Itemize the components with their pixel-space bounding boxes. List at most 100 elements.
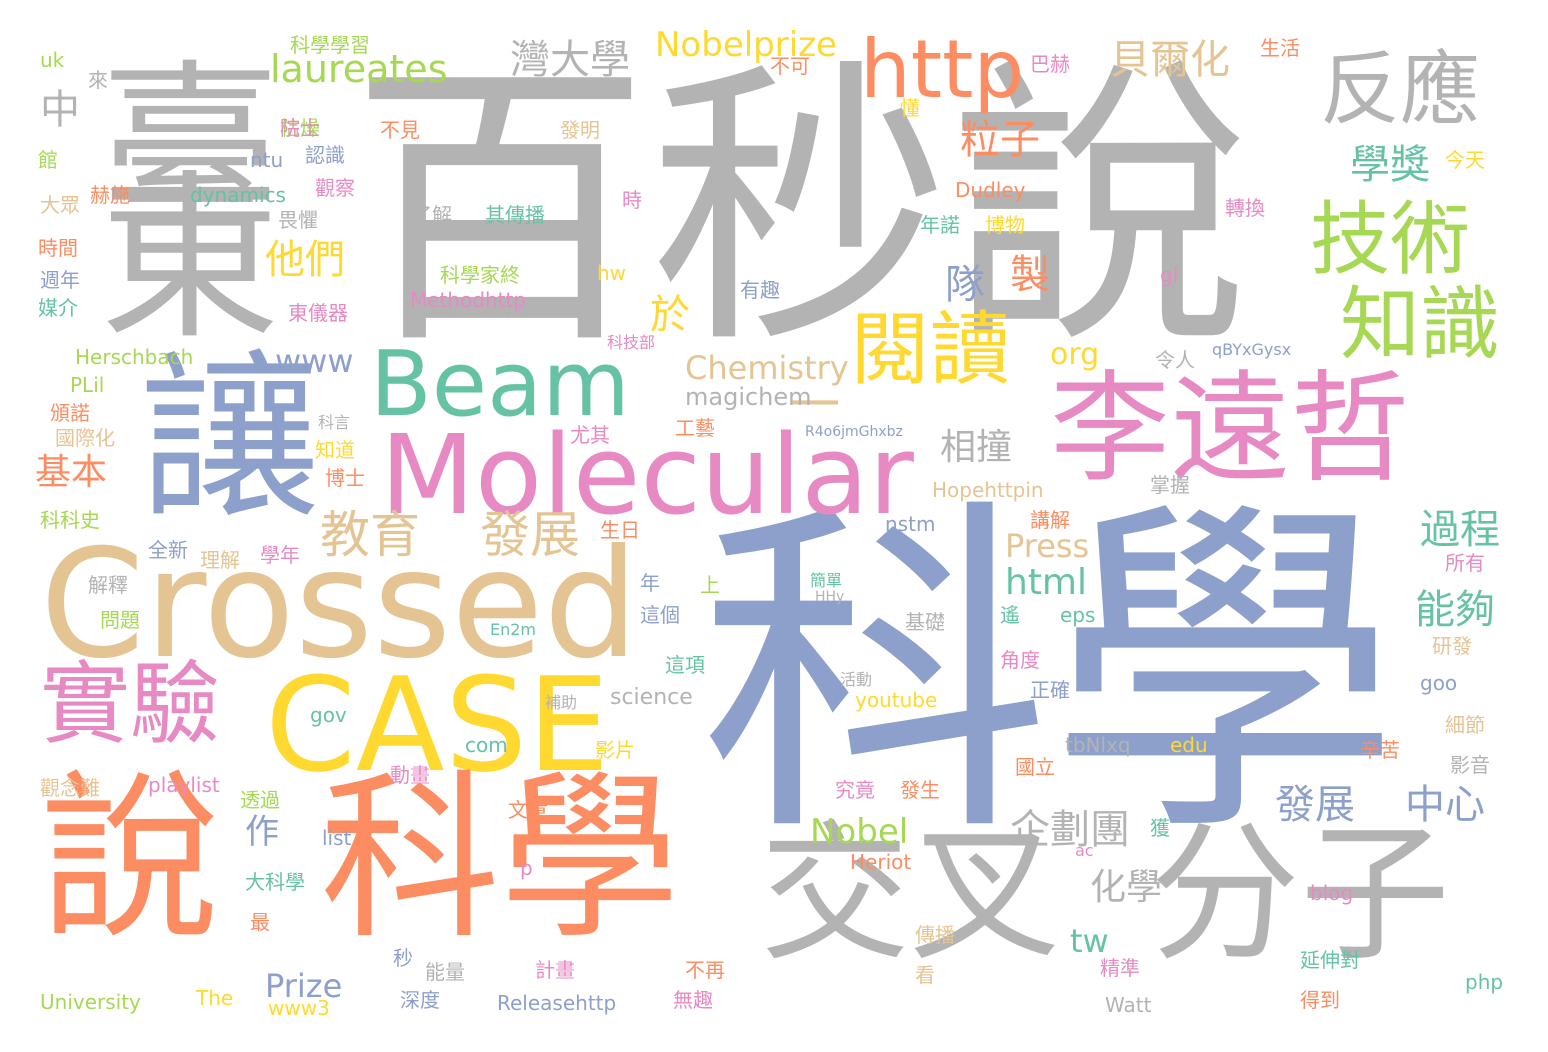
word-cloud-word: php xyxy=(1465,970,1504,994)
word-cloud-word: 這項 xyxy=(665,653,705,677)
word-cloud-word: 有趣 xyxy=(740,278,780,302)
word-cloud-word: org xyxy=(1050,337,1100,372)
word-cloud-word: R4o6jmGhxbz xyxy=(805,424,903,440)
word-cloud-word: 最 xyxy=(250,910,270,934)
word-cloud-word: 科學 xyxy=(700,471,1400,879)
word-cloud-word: Heriot xyxy=(850,850,912,874)
word-cloud-word: p xyxy=(520,856,533,880)
word-cloud-word: www3 xyxy=(268,996,330,1020)
word-cloud-word: 傳播 xyxy=(915,923,955,947)
word-cloud-word: 今天 xyxy=(1445,148,1485,172)
word-cloud-word: 影音 xyxy=(1450,753,1490,777)
word-cloud-word: 學年 xyxy=(260,543,300,567)
word-cloud-word: Prize xyxy=(265,967,343,1005)
word-cloud-word: nstm xyxy=(885,512,936,536)
word-cloud-word: Nobelprize xyxy=(655,25,837,65)
word-cloud-word: 全新 xyxy=(148,538,188,562)
word-cloud-word: 辛苦 xyxy=(1360,738,1400,762)
word-cloud-word: uk xyxy=(40,48,65,72)
word-cloud-word: 講解 xyxy=(1030,508,1070,532)
word-cloud-word: 反應 xyxy=(1320,43,1480,136)
word-cloud-word: 認識 xyxy=(305,143,345,167)
word-cloud-word: Herschbach xyxy=(75,345,194,369)
word-cloud-word: 解釋 xyxy=(88,573,128,597)
word-cloud-word: 時 xyxy=(622,188,642,212)
word-cloud-word: 技術 xyxy=(1310,193,1470,286)
word-cloud-word: 不可 xyxy=(770,54,810,78)
word-cloud-word: 能量 xyxy=(425,960,465,984)
word-cloud-word: magichem xyxy=(685,383,812,411)
word-cloud-word: HHy xyxy=(815,589,845,605)
word-cloud-word: 東 xyxy=(100,155,281,364)
word-cloud-word: 活動 xyxy=(840,670,873,689)
word-cloud-word: Methodhttp xyxy=(410,288,527,312)
word-cloud-word: www xyxy=(275,342,354,380)
word-cloud-word: 問題 xyxy=(100,608,140,632)
word-cloud-word: edu xyxy=(1170,733,1208,757)
word-cloud-word: 實驗 xyxy=(40,652,220,757)
word-cloud-word: 交叉 xyxy=(760,808,1061,982)
word-cloud-word: 於 xyxy=(650,292,690,338)
word-cloud-word: 發生 xyxy=(900,778,940,802)
word-cloud-word: 大科學 xyxy=(245,870,305,894)
word-cloud-word: CASE xyxy=(265,649,610,801)
word-cloud-word: 知道 xyxy=(315,438,355,462)
word-cloud-word: 無趣 xyxy=(673,988,713,1012)
word-cloud-word: 閱讀 xyxy=(850,303,1010,396)
word-cloud-word: Dudley xyxy=(955,178,1026,202)
word-cloud-word: 影片 xyxy=(595,738,635,762)
word-cloud-word: goo xyxy=(1420,671,1458,695)
word-cloud-word: 理解 xyxy=(200,548,240,572)
word-cloud-word: 基礎 xyxy=(905,610,945,634)
word-cloud-word: 獲 xyxy=(1150,816,1170,840)
word-cloud-word: gl xyxy=(1160,263,1179,287)
word-cloud-word: 灣大學 xyxy=(510,37,630,83)
word-cloud-word: 工藝 xyxy=(675,416,715,440)
word-cloud-word: 頒諾 xyxy=(50,401,90,425)
word-cloud-word: 博士 xyxy=(325,466,365,490)
word-cloud-word: 不再 xyxy=(685,958,725,982)
word-cloud-word: Watt xyxy=(1105,993,1152,1017)
word-cloud-word: 過程 xyxy=(1420,507,1500,553)
word-cloud-word: 科科史 xyxy=(40,508,100,532)
word-cloud-word: 貝爾化 xyxy=(1110,37,1230,83)
word-cloud-word: 科言 xyxy=(318,413,351,432)
word-cloud-word: 科學家終 xyxy=(440,263,520,287)
word-cloud-word: qBYxGysx xyxy=(1212,340,1292,359)
word-cloud-word: tw xyxy=(1070,922,1109,960)
word-cloud-word: 得到 xyxy=(1300,988,1340,1012)
word-cloud-word: Press xyxy=(1005,527,1090,565)
word-cloud-word: ntu xyxy=(250,148,284,172)
word-cloud-word: Nobel xyxy=(810,812,909,852)
word-cloud-word: 中 xyxy=(40,87,80,133)
word-cloud-word: 科技部 xyxy=(607,333,656,352)
word-cloud-word: PLil xyxy=(70,373,105,397)
word-cloud-word: 角度 xyxy=(1000,648,1040,672)
word-cloud-word: laureates xyxy=(270,47,448,91)
word-cloud-word: Chemistry xyxy=(685,349,849,387)
word-cloud-word: 科學學習 xyxy=(290,33,370,57)
word-cloud-word: Releasehttp xyxy=(497,991,617,1015)
word-cloud-word: blog xyxy=(1310,881,1354,905)
word-cloud-word: 發展 xyxy=(480,506,580,564)
word-cloud-word: 國立 xyxy=(1015,755,1055,779)
word-cloud-word: 媒介 xyxy=(38,296,78,320)
word-cloud-word: 百秒說 xyxy=(350,35,1250,384)
word-cloud-word: 掌握 xyxy=(1150,473,1190,497)
word-cloud-word: Crossed xyxy=(40,518,639,692)
word-cloud-word: Molecular xyxy=(380,411,914,539)
word-cloud-word: 轉換 xyxy=(1225,196,1265,220)
word-cloud-word: 院士 xyxy=(280,116,320,140)
word-cloud-word: 了解 xyxy=(412,203,452,227)
word-cloud-word: Beam xyxy=(370,332,630,437)
word-cloud-word: youtube xyxy=(855,688,938,712)
word-cloud-word: list xyxy=(322,826,352,850)
word-cloud-word: 上 xyxy=(700,573,720,597)
word-cloud-word: 生活 xyxy=(1260,36,1300,60)
word-cloud-word: 觀察 xyxy=(315,176,355,200)
word-cloud-word: 補助 xyxy=(545,693,578,712)
word-cloud-word: 所有 xyxy=(1445,551,1485,575)
word-cloud-word: 畏懼 xyxy=(278,208,318,232)
word-cloud-word: 研發 xyxy=(1432,634,1472,658)
word-cloud-word: 不見 xyxy=(380,118,420,142)
